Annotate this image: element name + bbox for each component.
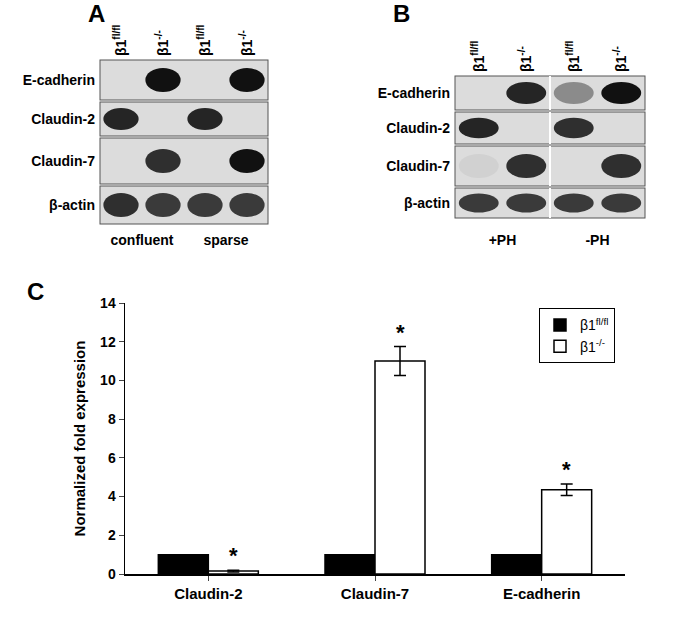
svg-text:β1fl/fl: β1fl/fl [195, 24, 213, 56]
svg-text:sparse: sparse [203, 232, 248, 248]
svg-text:Claudin-7: Claudin-7 [31, 153, 95, 169]
svg-text:β1fl/fl: β1fl/fl [111, 24, 129, 56]
svg-text:8: 8 [108, 411, 116, 427]
svg-text:Normalized fold expression: Normalized fold expression [71, 341, 88, 537]
svg-text:E-cadherin: E-cadherin [378, 85, 450, 101]
svg-text:12: 12 [100, 334, 116, 350]
svg-text:0: 0 [108, 566, 116, 582]
svg-text:Claudin-2: Claudin-2 [31, 111, 95, 127]
svg-text:β1-/-: β1-/- [237, 30, 255, 56]
svg-text:-PH: -PH [585, 232, 609, 248]
svg-text:C: C [27, 278, 44, 305]
svg-text:10: 10 [100, 372, 116, 388]
svg-text:β1fl/fl: β1fl/fl [469, 40, 487, 72]
svg-text:*: * [229, 543, 238, 568]
svg-text:Claudin-7: Claudin-7 [386, 158, 450, 174]
svg-text:β1fl/fl: β1fl/fl [564, 40, 582, 72]
svg-text:β1​-/-​: β1​-/-​ [580, 337, 605, 355]
svg-text:*: * [396, 320, 405, 345]
svg-text:2: 2 [108, 527, 116, 543]
svg-text:Claudin-2: Claudin-2 [174, 585, 242, 602]
svg-text:A: A [88, 0, 105, 27]
svg-text:β-actin: β-actin [49, 197, 95, 213]
svg-text:confluent: confluent [111, 232, 174, 248]
svg-text:14: 14 [100, 295, 116, 311]
svg-text:Claudin-2: Claudin-2 [386, 120, 450, 136]
svg-text:B: B [393, 0, 410, 27]
svg-text:β1-/-: β1-/- [153, 30, 171, 56]
svg-text:β1-/-: β1-/- [611, 46, 629, 72]
svg-text:4: 4 [108, 488, 116, 504]
svg-text:E-cadherin: E-cadherin [23, 72, 95, 88]
svg-text:β1​fl/fl​: β1​fl/fl​ [580, 316, 608, 334]
svg-text:E-cadherin: E-cadherin [503, 585, 581, 602]
svg-text:β1-/-: β1-/- [516, 46, 534, 72]
svg-text:β-actin: β-actin [404, 195, 450, 211]
svg-text:*: * [562, 457, 571, 482]
svg-text:+PH: +PH [489, 232, 517, 248]
svg-text:6: 6 [108, 450, 116, 466]
svg-text:Claudin-7: Claudin-7 [341, 585, 409, 602]
